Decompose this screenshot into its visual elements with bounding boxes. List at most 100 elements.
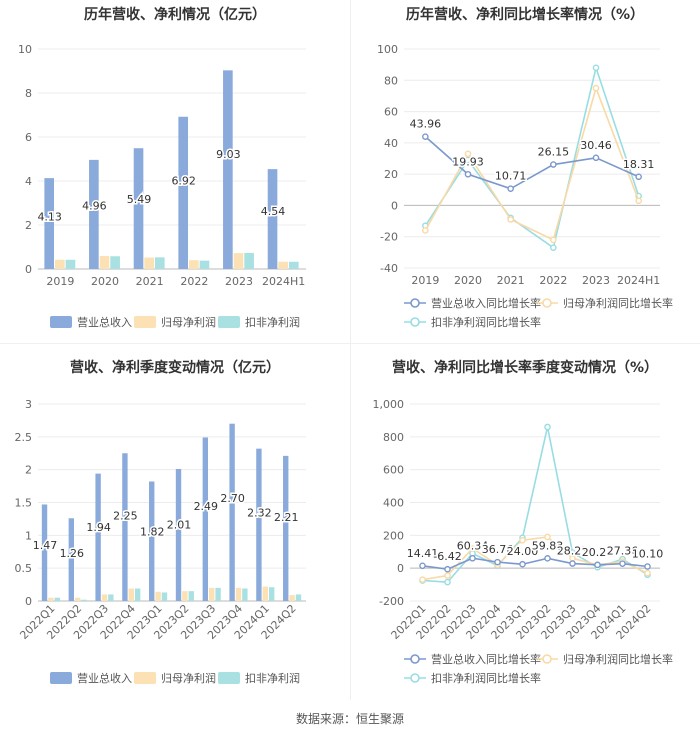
bar-3 [161, 592, 168, 601]
bar-1 [122, 453, 128, 601]
data-label: 20.22 [582, 546, 614, 559]
data-label: 24.00 [507, 545, 539, 558]
series-line-2 [422, 536, 648, 581]
legend-swatch [134, 672, 156, 684]
legend-label: 扣非净利润 [245, 671, 300, 685]
y-tick-label: 2.5 [15, 431, 33, 444]
legend-label: 归母净利润 [161, 315, 216, 329]
y-tick-label: 0 [25, 263, 32, 276]
x-tick-label: 2023 [225, 275, 253, 288]
bar-2 [144, 257, 154, 269]
bar-2 [55, 259, 65, 269]
y-tick-label: 6 [25, 131, 32, 144]
legend-swatch [50, 316, 72, 328]
data-label: 2.70 [220, 492, 245, 505]
data-label: 9.03 [216, 148, 241, 161]
y-tick-label: 0.5 [15, 562, 33, 575]
bar-2 [155, 591, 161, 601]
bar-3 [134, 588, 141, 601]
quarterly-growth-line-chart: -20002004006008001,0002022Q12022Q22022Q3… [373, 398, 674, 685]
y-tick-label: 800 [383, 431, 404, 444]
point-1 [569, 560, 576, 567]
bar-3 [199, 260, 210, 269]
bar-1 [44, 178, 55, 269]
quarterly-revenue-bar-chart: 00.511.522.532022Q12022Q22022Q32022Q4202… [15, 398, 306, 685]
bar-2 [289, 595, 295, 601]
legend-swatch [410, 298, 420, 308]
point-2 [469, 545, 476, 552]
y-tick-label: 100 [377, 43, 398, 56]
point-2 [419, 576, 426, 583]
data-label: 4.96 [82, 200, 107, 213]
annual-revenue-bar-chart: 0 2 4 6 8 10 2019 2020 2021 2022 2023 2024H1 4.13 4.9… [18, 43, 306, 329]
point-2 [519, 536, 526, 544]
y-tick-label: 1,000 [373, 398, 405, 411]
point-1 [544, 555, 551, 562]
legend-swatch [218, 672, 240, 684]
y-tick-label: 400 [383, 497, 404, 510]
data-label: 60.34 [457, 539, 489, 552]
series-line-1 [422, 557, 648, 571]
point-1 [635, 173, 642, 181]
data-label: 2.01 [167, 518, 192, 531]
bar-3 [154, 257, 165, 269]
y-tick-label: 20 [384, 168, 398, 181]
bar-3 [110, 256, 120, 269]
y-tick-label: 600 [383, 464, 404, 477]
bar-2 [209, 587, 215, 601]
y-tick-label: 3 [25, 398, 32, 411]
bar-3 [215, 587, 221, 601]
data-label: 4.54 [261, 205, 286, 218]
point-3 [550, 244, 557, 251]
point-1 [507, 185, 514, 192]
bar-2 [128, 588, 134, 601]
point-3 [592, 64, 600, 72]
bar-1 [283, 455, 289, 601]
x-tick-label: 2024H1 [617, 274, 660, 287]
point-1 [422, 133, 429, 140]
chart-title: 历年营收、净利同比增长率情况（%） [405, 7, 645, 23]
data-label: 1.47 [33, 539, 58, 552]
data-label: 18.31 [623, 158, 655, 171]
bar-2 [101, 594, 108, 601]
point-1 [444, 565, 451, 573]
bar-2 [278, 261, 288, 269]
point-1 [464, 170, 472, 178]
point-1 [550, 161, 557, 168]
point-2 [464, 150, 472, 158]
x-tick-label: 2020 [454, 274, 482, 287]
legend-label: 归母净利润同比增长率 [563, 296, 673, 310]
bar-1 [89, 159, 99, 269]
y-tick-label: 8 [25, 87, 32, 100]
bar-1 [149, 481, 155, 601]
bar-3 [295, 594, 302, 601]
bar-2 [235, 587, 242, 601]
data-label: 2.32 [247, 507, 272, 520]
y-tick-label: -200 [379, 595, 404, 608]
bar-1 [202, 437, 209, 601]
x-tick-label: 2021 [497, 274, 525, 287]
y-tick-label: 0 [397, 562, 404, 575]
data-label: 2.49 [194, 500, 219, 513]
series-line-2 [424, 85, 640, 241]
y-tick-label: -20 [380, 231, 398, 244]
legend-label: 营业总收入同比增长率 [431, 652, 541, 666]
data-label: 36.76 [482, 543, 514, 556]
point-3 [544, 423, 551, 431]
bar-1 [223, 70, 233, 269]
point-2 [644, 569, 651, 577]
legend-swatch [542, 654, 552, 664]
data-label: 28.21 [557, 545, 589, 558]
y-tick-label: 60 [384, 106, 398, 119]
legend-swatch [410, 317, 420, 327]
legend-label: 扣非净利润同比增长率 [431, 315, 541, 329]
data-label: 6.92 [171, 175, 196, 188]
point-2 [544, 533, 551, 541]
point-2 [507, 216, 514, 223]
series-line-1 [424, 136, 639, 190]
y-tick-label: 1.5 [15, 497, 33, 510]
data-label: 10.71 [495, 170, 527, 183]
bar-3 [81, 599, 87, 601]
point-2 [444, 572, 451, 579]
y-tick-label: 0 [391, 199, 398, 212]
